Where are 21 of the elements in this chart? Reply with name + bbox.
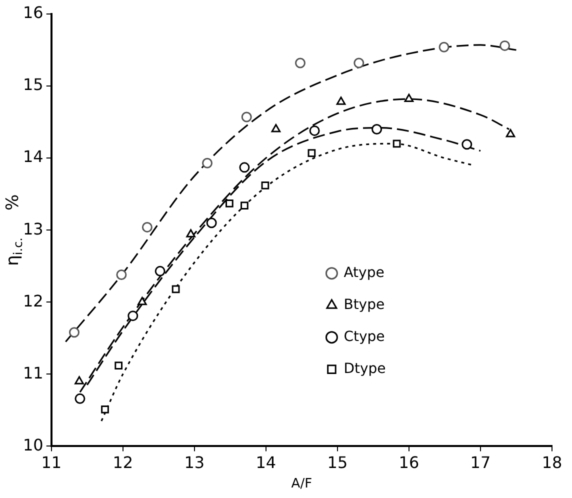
x-tick-label: 18 — [542, 452, 562, 472]
text: ηi.c. % — [3, 194, 25, 266]
legend-label: Atype — [344, 264, 384, 281]
x-tick-label: 11 — [41, 452, 62, 472]
y-tick-label: 13 — [23, 219, 44, 238]
y-tick-label: 11 — [23, 363, 44, 382]
x-tick-label: 13 — [184, 452, 205, 472]
y-tick-label: 15 — [23, 75, 44, 94]
x-tick-label: 15 — [327, 452, 348, 472]
x-tick-label: 14 — [256, 452, 276, 472]
y-tick-label: 14 — [23, 147, 44, 166]
y-tick-label: 12 — [23, 291, 44, 310]
x-axis-title: A/F — [291, 476, 312, 492]
x-tick-label: 17 — [470, 452, 491, 472]
y-tick-label: 10 — [23, 435, 44, 454]
legend-label: Ctype — [344, 328, 385, 345]
legend-label: Btype — [344, 296, 385, 313]
x-tick-label: 16 — [398, 452, 420, 472]
legend-label: Dtype — [344, 360, 386, 377]
x-tick-label: 12 — [112, 452, 134, 472]
y-tick-label: 16 — [23, 3, 44, 22]
